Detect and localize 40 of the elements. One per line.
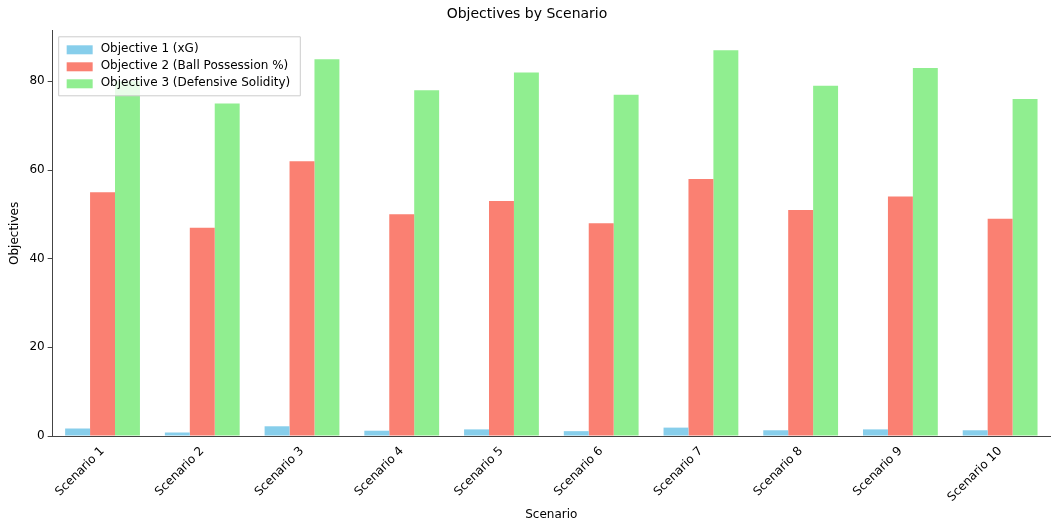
bar — [588, 223, 614, 436]
bar — [389, 214, 415, 436]
legend-label: Objective 1 (xG) — [100, 41, 199, 56]
x-axis-title: Scenario — [525, 506, 578, 521]
bar — [1012, 99, 1038, 436]
bar — [713, 50, 739, 436]
y-tick-label: 0 — [37, 428, 45, 443]
bar — [563, 431, 589, 436]
bar — [364, 430, 390, 436]
bar — [464, 429, 489, 436]
legend-label: Objective 2 (Ball Possession %) — [100, 58, 289, 73]
bar — [863, 429, 888, 436]
bar — [813, 85, 839, 436]
bar — [164, 432, 190, 436]
bar — [414, 90, 440, 436]
y-tick-label: 80 — [29, 73, 45, 88]
bar — [912, 68, 938, 436]
y-axis-title: Objectives — [7, 201, 22, 265]
legend-label: Objective 3 (Defensive Solidity) — [100, 75, 291, 90]
bar — [962, 430, 988, 436]
y-tick-label: 40 — [29, 250, 45, 265]
bar — [289, 161, 315, 436]
bar — [314, 59, 340, 436]
bar — [65, 428, 91, 436]
bar — [264, 426, 290, 436]
bar — [189, 227, 215, 436]
bar — [887, 196, 913, 436]
chart-title: Objectives by Scenario — [446, 5, 608, 22]
bar — [613, 94, 639, 436]
bar — [214, 103, 240, 436]
bar — [788, 209, 814, 436]
y-tick-label: 20 — [29, 339, 45, 354]
bar — [688, 178, 714, 436]
bar — [987, 218, 1013, 436]
bar — [489, 201, 514, 436]
bar — [513, 72, 539, 436]
y-tick-label: 60 — [29, 162, 45, 177]
bar — [663, 427, 689, 436]
bar — [90, 192, 115, 436]
bar — [763, 430, 789, 436]
